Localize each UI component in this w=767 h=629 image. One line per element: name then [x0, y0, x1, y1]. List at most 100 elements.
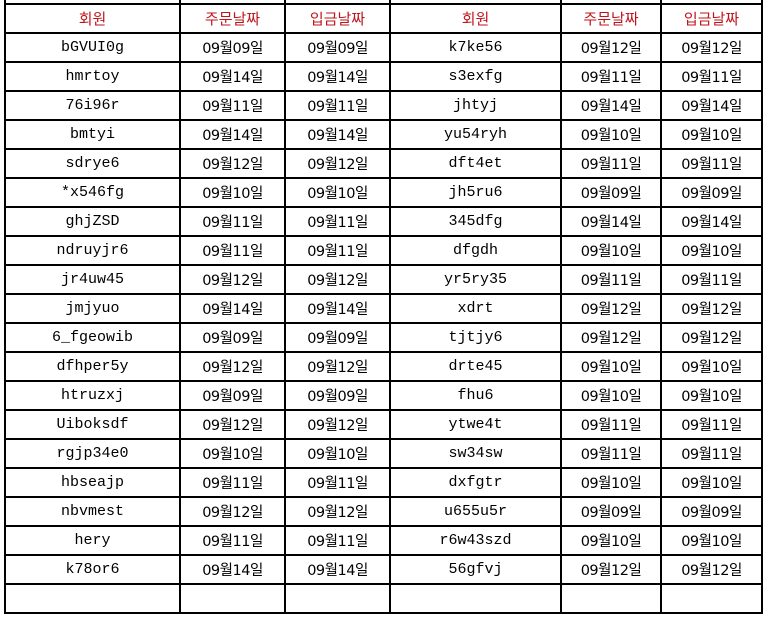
- member-cell[interactable]: ghjZSD: [4, 206, 181, 237]
- member-cell[interactable]: rgjp34e0: [4, 438, 181, 469]
- cell[interactable]: [284, 583, 391, 614]
- order-date-cell[interactable]: 09월09일: [179, 380, 286, 411]
- payment-date-cell[interactable]: 09월12일: [284, 409, 391, 440]
- order-date-cell[interactable]: 09월10일: [560, 235, 662, 266]
- cell[interactable]: [660, 0, 763, 5]
- payment-date-cell[interactable]: 09월11일: [284, 525, 391, 556]
- member-cell[interactable]: s3exfg: [389, 61, 562, 92]
- order-date-cell[interactable]: 09월14일: [179, 293, 286, 324]
- order-date-cell[interactable]: 09월11일: [560, 264, 662, 295]
- order-date-cell[interactable]: 09월14일: [560, 90, 662, 121]
- payment-date-cell[interactable]: 09월11일: [284, 467, 391, 498]
- payment-date-cell[interactable]: 09월14일: [284, 554, 391, 585]
- order-date-cell[interactable]: 09월11일: [179, 467, 286, 498]
- member-cell[interactable]: dxfgtr: [389, 467, 562, 498]
- order-date-cell[interactable]: 09월11일: [560, 409, 662, 440]
- order-date-cell[interactable]: 09월10일: [560, 351, 662, 382]
- order-date-cell[interactable]: 09월09일: [560, 496, 662, 527]
- payment-date-cell[interactable]: 09월10일: [284, 438, 391, 469]
- member-cell[interactable]: sw34sw: [389, 438, 562, 469]
- order-date-cell[interactable]: 09월12일: [560, 554, 662, 585]
- order-date-cell[interactable]: 09월11일: [179, 206, 286, 237]
- payment-date-cell[interactable]: 09월14일: [660, 90, 763, 121]
- header-member[interactable]: 회원: [4, 3, 181, 34]
- member-cell[interactable]: jh5ru6: [389, 177, 562, 208]
- order-date-cell[interactable]: 09월09일: [179, 32, 286, 63]
- payment-date-cell[interactable]: 09월09일: [284, 380, 391, 411]
- payment-date-cell[interactable]: 09월14일: [284, 293, 391, 324]
- payment-date-cell[interactable]: 09월12일: [660, 293, 763, 324]
- payment-date-cell[interactable]: 09월11일: [660, 438, 763, 469]
- header-payment-date[interactable]: 입금날짜: [284, 3, 391, 34]
- member-cell[interactable]: tjtjy6: [389, 322, 562, 353]
- header-order-date[interactable]: 주문날짜: [560, 3, 662, 34]
- member-cell[interactable]: 345dfg: [389, 206, 562, 237]
- member-cell[interactable]: dfgdh: [389, 235, 562, 266]
- payment-date-cell[interactable]: 09월10일: [284, 177, 391, 208]
- member-cell[interactable]: nbvmest: [4, 496, 181, 527]
- payment-date-cell[interactable]: 09월14일: [284, 119, 391, 150]
- member-cell[interactable]: jmjyuo: [4, 293, 181, 324]
- payment-date-cell[interactable]: 09월14일: [660, 206, 763, 237]
- member-cell[interactable]: u655u5r: [389, 496, 562, 527]
- cell[interactable]: [4, 0, 181, 5]
- member-cell[interactable]: Uiboksdf: [4, 409, 181, 440]
- member-cell[interactable]: *x546fg: [4, 177, 181, 208]
- order-date-cell[interactable]: 09월12일: [560, 32, 662, 63]
- cell[interactable]: [179, 583, 286, 614]
- cell[interactable]: [660, 583, 763, 614]
- member-cell[interactable]: yr5ry35: [389, 264, 562, 295]
- order-date-cell[interactable]: 09월11일: [560, 438, 662, 469]
- cell[interactable]: [179, 0, 286, 5]
- member-cell[interactable]: drte45: [389, 351, 562, 382]
- header-member[interactable]: 회원: [389, 3, 562, 34]
- cell[interactable]: [389, 0, 562, 5]
- payment-date-cell[interactable]: 09월12일: [660, 554, 763, 585]
- cell[interactable]: [284, 0, 391, 5]
- member-cell[interactable]: sdrye6: [4, 148, 181, 179]
- cell[interactable]: [389, 583, 562, 614]
- payment-date-cell[interactable]: 09월10일: [660, 467, 763, 498]
- order-date-cell[interactable]: 09월09일: [560, 177, 662, 208]
- member-cell[interactable]: xdrt: [389, 293, 562, 324]
- member-cell[interactable]: hmrtoy: [4, 61, 181, 92]
- order-date-cell[interactable]: 09월12일: [179, 409, 286, 440]
- payment-date-cell[interactable]: 09월12일: [660, 322, 763, 353]
- member-cell[interactable]: dfhper5y: [4, 351, 181, 382]
- order-date-cell[interactable]: 09월12일: [179, 148, 286, 179]
- member-cell[interactable]: hery: [4, 525, 181, 556]
- payment-date-cell[interactable]: 09월11일: [660, 264, 763, 295]
- member-cell[interactable]: k7ke56: [389, 32, 562, 63]
- order-date-cell[interactable]: 09월11일: [179, 90, 286, 121]
- order-date-cell[interactable]: 09월11일: [560, 61, 662, 92]
- order-date-cell[interactable]: 09월10일: [179, 177, 286, 208]
- payment-date-cell[interactable]: 09월12일: [284, 496, 391, 527]
- payment-date-cell[interactable]: 09월11일: [660, 148, 763, 179]
- payment-date-cell[interactable]: 09월11일: [284, 90, 391, 121]
- order-date-cell[interactable]: 09월10일: [560, 119, 662, 150]
- payment-date-cell[interactable]: 09월09일: [660, 496, 763, 527]
- member-cell[interactable]: yu54ryh: [389, 119, 562, 150]
- order-date-cell[interactable]: 09월12일: [560, 293, 662, 324]
- cell[interactable]: [560, 583, 662, 614]
- payment-date-cell[interactable]: 09월11일: [284, 206, 391, 237]
- order-date-cell[interactable]: 09월14일: [179, 554, 286, 585]
- order-date-cell[interactable]: 09월14일: [179, 119, 286, 150]
- order-date-cell[interactable]: 09월14일: [179, 61, 286, 92]
- order-date-cell[interactable]: 09월11일: [179, 525, 286, 556]
- payment-date-cell[interactable]: 09월10일: [660, 235, 763, 266]
- member-cell[interactable]: 6_fgeowib: [4, 322, 181, 353]
- payment-date-cell[interactable]: 09월09일: [660, 177, 763, 208]
- member-cell[interactable]: ytwe4t: [389, 409, 562, 440]
- payment-date-cell[interactable]: 09월12일: [660, 32, 763, 63]
- cell[interactable]: [560, 0, 662, 5]
- order-date-cell[interactable]: 09월10일: [560, 380, 662, 411]
- cell[interactable]: [4, 583, 181, 614]
- order-date-cell[interactable]: 09월12일: [179, 496, 286, 527]
- order-date-cell[interactable]: 09월11일: [560, 148, 662, 179]
- order-date-cell[interactable]: 09월12일: [560, 322, 662, 353]
- member-cell[interactable]: bGVUI0g: [4, 32, 181, 63]
- payment-date-cell[interactable]: 09월11일: [284, 235, 391, 266]
- payment-date-cell[interactable]: 09월12일: [284, 264, 391, 295]
- header-order-date[interactable]: 주문날짜: [179, 3, 286, 34]
